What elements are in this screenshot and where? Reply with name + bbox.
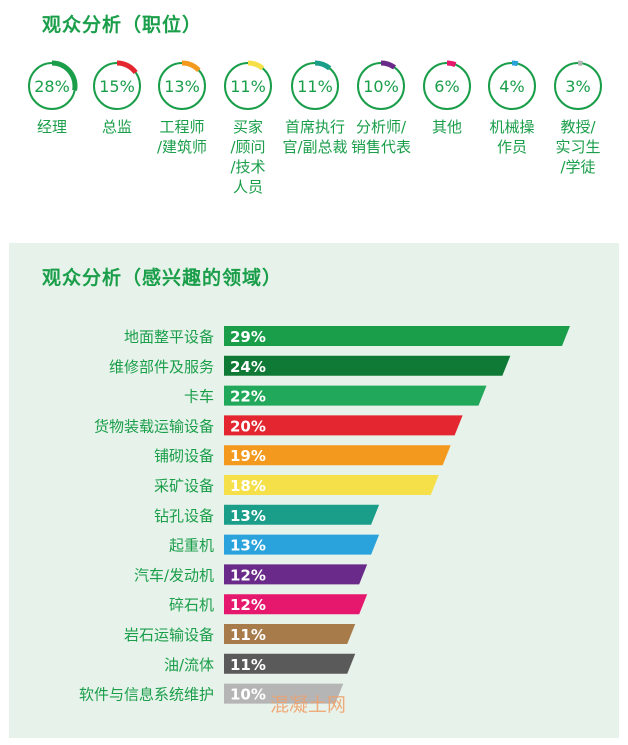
category-label: 卡车 [184,388,214,406]
position-donut: 4% [486,60,538,112]
bar [224,385,487,406]
position-item: 11% 首席执行 官/副总裁 [280,58,350,157]
bar-value-label: 13% [230,537,266,555]
position-label: 工程师 /建筑师 [156,118,208,156]
position-item: 4% 机械操 作员 [477,58,547,157]
position-title: 观众分析（职位） [42,14,203,36]
position-item: 11% 买家 /顾问 /技术 人员 [213,58,283,197]
category-label: 铺砌设备 [154,447,214,465]
category-label: 软件与信息系统维护 [79,686,214,704]
donut-arc [222,60,274,112]
position-item: 15% 总监 [82,58,152,137]
category-label: 汽车/发动机 [134,566,214,584]
bar-value-label: 29% [230,328,266,346]
position-label: 买家 /顾问 /技术 人员 [230,118,266,196]
position-donut: 6% [421,60,473,112]
bar-value-label: 24% [230,358,266,376]
category-label: 油/流体 [164,656,214,674]
position-label: 机械操 作员 [489,118,535,156]
donut-arc [355,60,407,112]
bar-value-label: 18% [230,477,266,495]
position-label: 总监 [101,118,132,136]
category-label: 维修部件及服务 [109,358,214,376]
bar-value-label: 10% [230,686,266,704]
position-item: 6% 其他 [412,58,482,137]
bar-value-label: 22% [230,388,266,406]
category-label: 岩石运输设备 [124,626,214,644]
bar-value-label: 13% [230,507,266,525]
donut-percent: 11% [297,77,333,96]
category-label: 起重机 [169,537,214,555]
bar [224,326,570,346]
position-label: 其他 [431,118,462,136]
category-label: 货物装载运输设备 [94,417,214,435]
bar-value-label: 19% [230,447,266,465]
bar [224,415,463,436]
position-label: 教授/ 实习生 /学徒 [555,118,601,176]
donut-percent: 15% [99,77,135,96]
position-label: 首席执行 官/副总裁 [282,118,348,156]
bar [224,355,511,376]
position-label: 经理 [36,118,67,136]
position-donuts: 28% 经理 15% 总监 13% 工程师 /建筑师 11% 买家 /顾问 /技术 人员 11%… [0,58,628,228]
bar-value-label: 11% [230,656,266,674]
bar [224,624,356,644]
bar [224,564,368,585]
position-item: 13% 工程师 /建筑师 [147,58,217,157]
donut-percent: 28% [34,77,70,96]
donut-percent: 11% [230,77,266,96]
donut-arc [486,60,538,112]
position-donut: 11% [222,60,274,112]
bar [224,445,451,466]
bar [224,594,368,615]
bar-value-label: 11% [230,626,266,644]
donut-arc [289,60,341,112]
donut-arc [156,60,208,112]
position-donut: 3% [552,60,604,112]
position-donut: 10% [355,60,407,112]
position-item: 3% 教授/ 实习生 /学徒 [543,58,613,177]
donut-arc [26,60,78,112]
category-label: 钻孔设备 [154,507,214,525]
position-donut: 13% [156,60,208,112]
donut-arc [91,60,143,112]
category-label: 采矿设备 [154,477,214,495]
position-item: 10% 分析师/ 销售代表 [346,58,416,157]
donut-percent: 4% [499,77,524,96]
interest-title: 观众分析（感兴趣的领域） [42,267,283,289]
donut-arc [552,60,604,112]
donut-percent: 6% [434,77,459,96]
bar [224,534,380,555]
bar [224,504,380,525]
category-label: 碎石机 [169,596,214,614]
donut-percent: 3% [565,77,590,96]
bar [224,475,439,495]
donut-percent: 13% [164,77,200,96]
position-item: 28% 经理 [17,58,87,137]
watermark: 混凝土网 [270,694,347,716]
bar-value-label: 12% [230,566,266,584]
bar [224,653,356,674]
bar-value-label: 20% [230,417,266,435]
position-donut: 15% [91,60,143,112]
position-label: 分析师/ 销售代表 [350,118,411,156]
category-label: 地面整平设备 [124,328,214,346]
donut-arc [421,60,473,112]
bar-value-label: 12% [230,596,266,614]
bar [224,683,344,704]
position-donut: 11% [289,60,341,112]
donut-percent: 10% [363,77,399,96]
position-donut: 28% [26,60,78,112]
